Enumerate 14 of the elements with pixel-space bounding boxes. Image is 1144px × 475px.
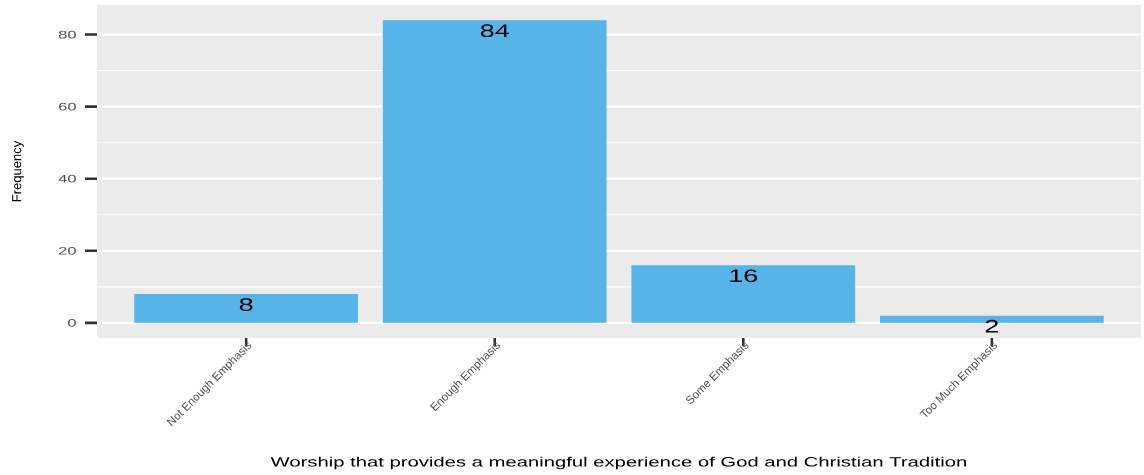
x-axis-title: Worship that provides a meaningful experience of God and Christian Tradition (270, 456, 966, 470)
y-tick-label: 0 (68, 318, 76, 327)
data-label: 2 (985, 319, 998, 333)
data-label: 84 (480, 24, 509, 38)
data-label: 16 (730, 269, 758, 283)
bar (134, 294, 358, 323)
y-tick-label: 20 (59, 246, 76, 255)
y-axis-title: Frequency (12, 140, 24, 202)
bar (382, 20, 607, 323)
y-tick-label: 80 (58, 30, 76, 39)
data-label: 8 (239, 298, 253, 311)
y-tick-label: 60 (59, 102, 76, 111)
y-tick-label: 40 (58, 174, 76, 183)
bar (631, 265, 856, 323)
